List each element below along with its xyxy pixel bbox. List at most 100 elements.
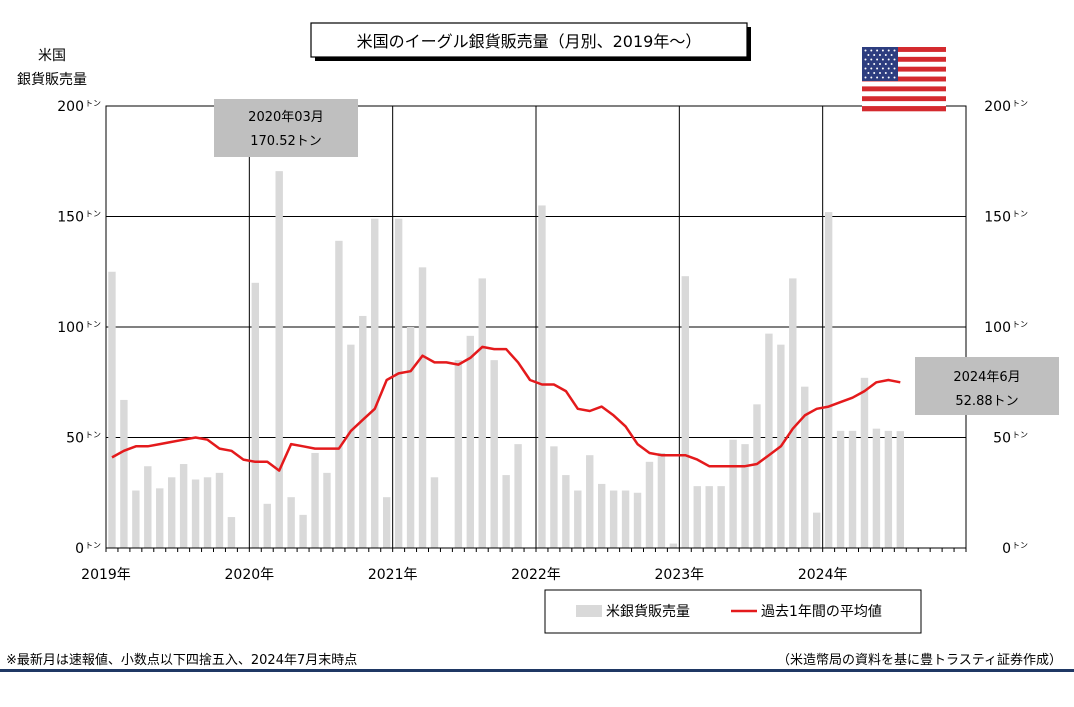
bar: [359, 315, 367, 548]
bar: [705, 486, 713, 548]
flag-star: [867, 72, 870, 74]
y-tick-unit-right: トン: [1012, 320, 1028, 329]
bar: [550, 446, 558, 548]
bar: [801, 386, 809, 548]
flag-star: [864, 58, 867, 61]
bar: [729, 439, 737, 548]
flag-star: [879, 63, 881, 65]
flag-stripe: [862, 106, 946, 112]
bar: [884, 430, 893, 548]
flag-star: [876, 49, 879, 52]
y-tick-unit-left: トン: [85, 99, 101, 108]
bar: [824, 212, 833, 548]
bar: [681, 276, 690, 548]
bar: [144, 466, 152, 548]
flag-star: [893, 67, 896, 70]
flag-star: [873, 63, 876, 65]
bar: [717, 486, 725, 548]
flag-star: [876, 58, 879, 61]
y-tick-label-right: 0: [1002, 541, 1011, 557]
bar: [251, 282, 260, 548]
us-flag-icon: [862, 47, 946, 112]
x-tick-label: 2021年: [368, 567, 418, 583]
x-tick-label: 2019年: [81, 567, 131, 583]
y-tick-label-left: 50: [66, 431, 84, 447]
bar: [227, 517, 236, 548]
bar: [765, 333, 773, 548]
flag-star: [867, 54, 870, 56]
bar: [848, 430, 857, 548]
bar: [299, 514, 307, 548]
bar: [490, 360, 498, 548]
flag-star: [884, 72, 887, 74]
y-tick-label-right: 50: [993, 431, 1011, 447]
bar: [108, 271, 116, 548]
flag-stripe: [862, 96, 946, 102]
flag-star: [881, 49, 884, 52]
bar: [609, 490, 618, 548]
bar: [287, 497, 295, 548]
bar: [621, 490, 630, 548]
title-box: [310, 22, 748, 58]
chart-title: 米国のイーグル銀貨販売量（月別、2019年～）: [357, 32, 702, 51]
flag-star: [887, 49, 890, 52]
flag-star: [864, 76, 867, 79]
callout-latest-date: 2024年6月: [953, 370, 1020, 385]
flag-star: [876, 76, 879, 79]
flag-star: [873, 54, 876, 56]
callout-max-date: 2020年03月: [248, 110, 324, 125]
flag-star: [870, 49, 873, 52]
flag-stripe: [862, 51, 946, 58]
bar: [789, 278, 797, 548]
bar: [203, 477, 212, 548]
y-tick-label-right: 150: [984, 210, 1011, 226]
bar: [335, 240, 343, 548]
flag-star: [887, 67, 890, 70]
flag-star: [893, 76, 896, 79]
flag-star: [870, 58, 873, 61]
flag-star: [881, 58, 884, 61]
bar: [215, 472, 224, 548]
flag-star: [876, 67, 879, 70]
bar: [860, 377, 869, 548]
y-tick-label-left: 200: [57, 99, 84, 115]
bar: [836, 430, 845, 548]
y-tick-unit-right: トン: [1012, 99, 1028, 108]
bar: [741, 444, 749, 548]
bar: [263, 503, 271, 548]
bar: [120, 399, 128, 548]
y-axis-label-line2: 銀貨販売量: [17, 71, 87, 88]
flag-star: [879, 54, 881, 56]
callout-latest-value: 52.88トン: [955, 394, 1018, 409]
bar: [371, 218, 379, 548]
flag-star: [893, 49, 896, 52]
y-tick-unit-right: トン: [1012, 431, 1028, 440]
flag-star: [884, 54, 887, 56]
y-tick-label-left: 100: [57, 320, 84, 336]
callout-latest: 2024年6月 52.88トン: [915, 357, 1059, 415]
callout-max-value: 170.52トン: [250, 134, 322, 149]
flag-stripe: [862, 66, 946, 72]
y-tick-label-left: 0: [75, 541, 84, 557]
y-tick-label-left: 150: [57, 210, 84, 226]
bar: [753, 404, 761, 548]
bar: [323, 472, 331, 548]
line-series-average: [111, 345, 901, 472]
y-tick-label-right: 200: [984, 99, 1011, 115]
x-tick-label: 2022年: [511, 567, 561, 583]
flag-star: [887, 58, 890, 61]
bar: [191, 479, 200, 548]
bar: [693, 486, 701, 548]
flag-star: [864, 49, 867, 52]
legend-label-bar: 米銀貨販売量: [606, 603, 690, 620]
bar: [657, 452, 666, 548]
flag-stripe: [862, 101, 946, 107]
bar: [179, 464, 188, 548]
x-tick-label: 2024年: [798, 567, 848, 583]
bar: [574, 490, 582, 548]
bar: [394, 218, 403, 548]
x-tick-label: 2020年: [225, 567, 275, 583]
flag-star: [893, 58, 896, 61]
bar: [872, 428, 881, 548]
